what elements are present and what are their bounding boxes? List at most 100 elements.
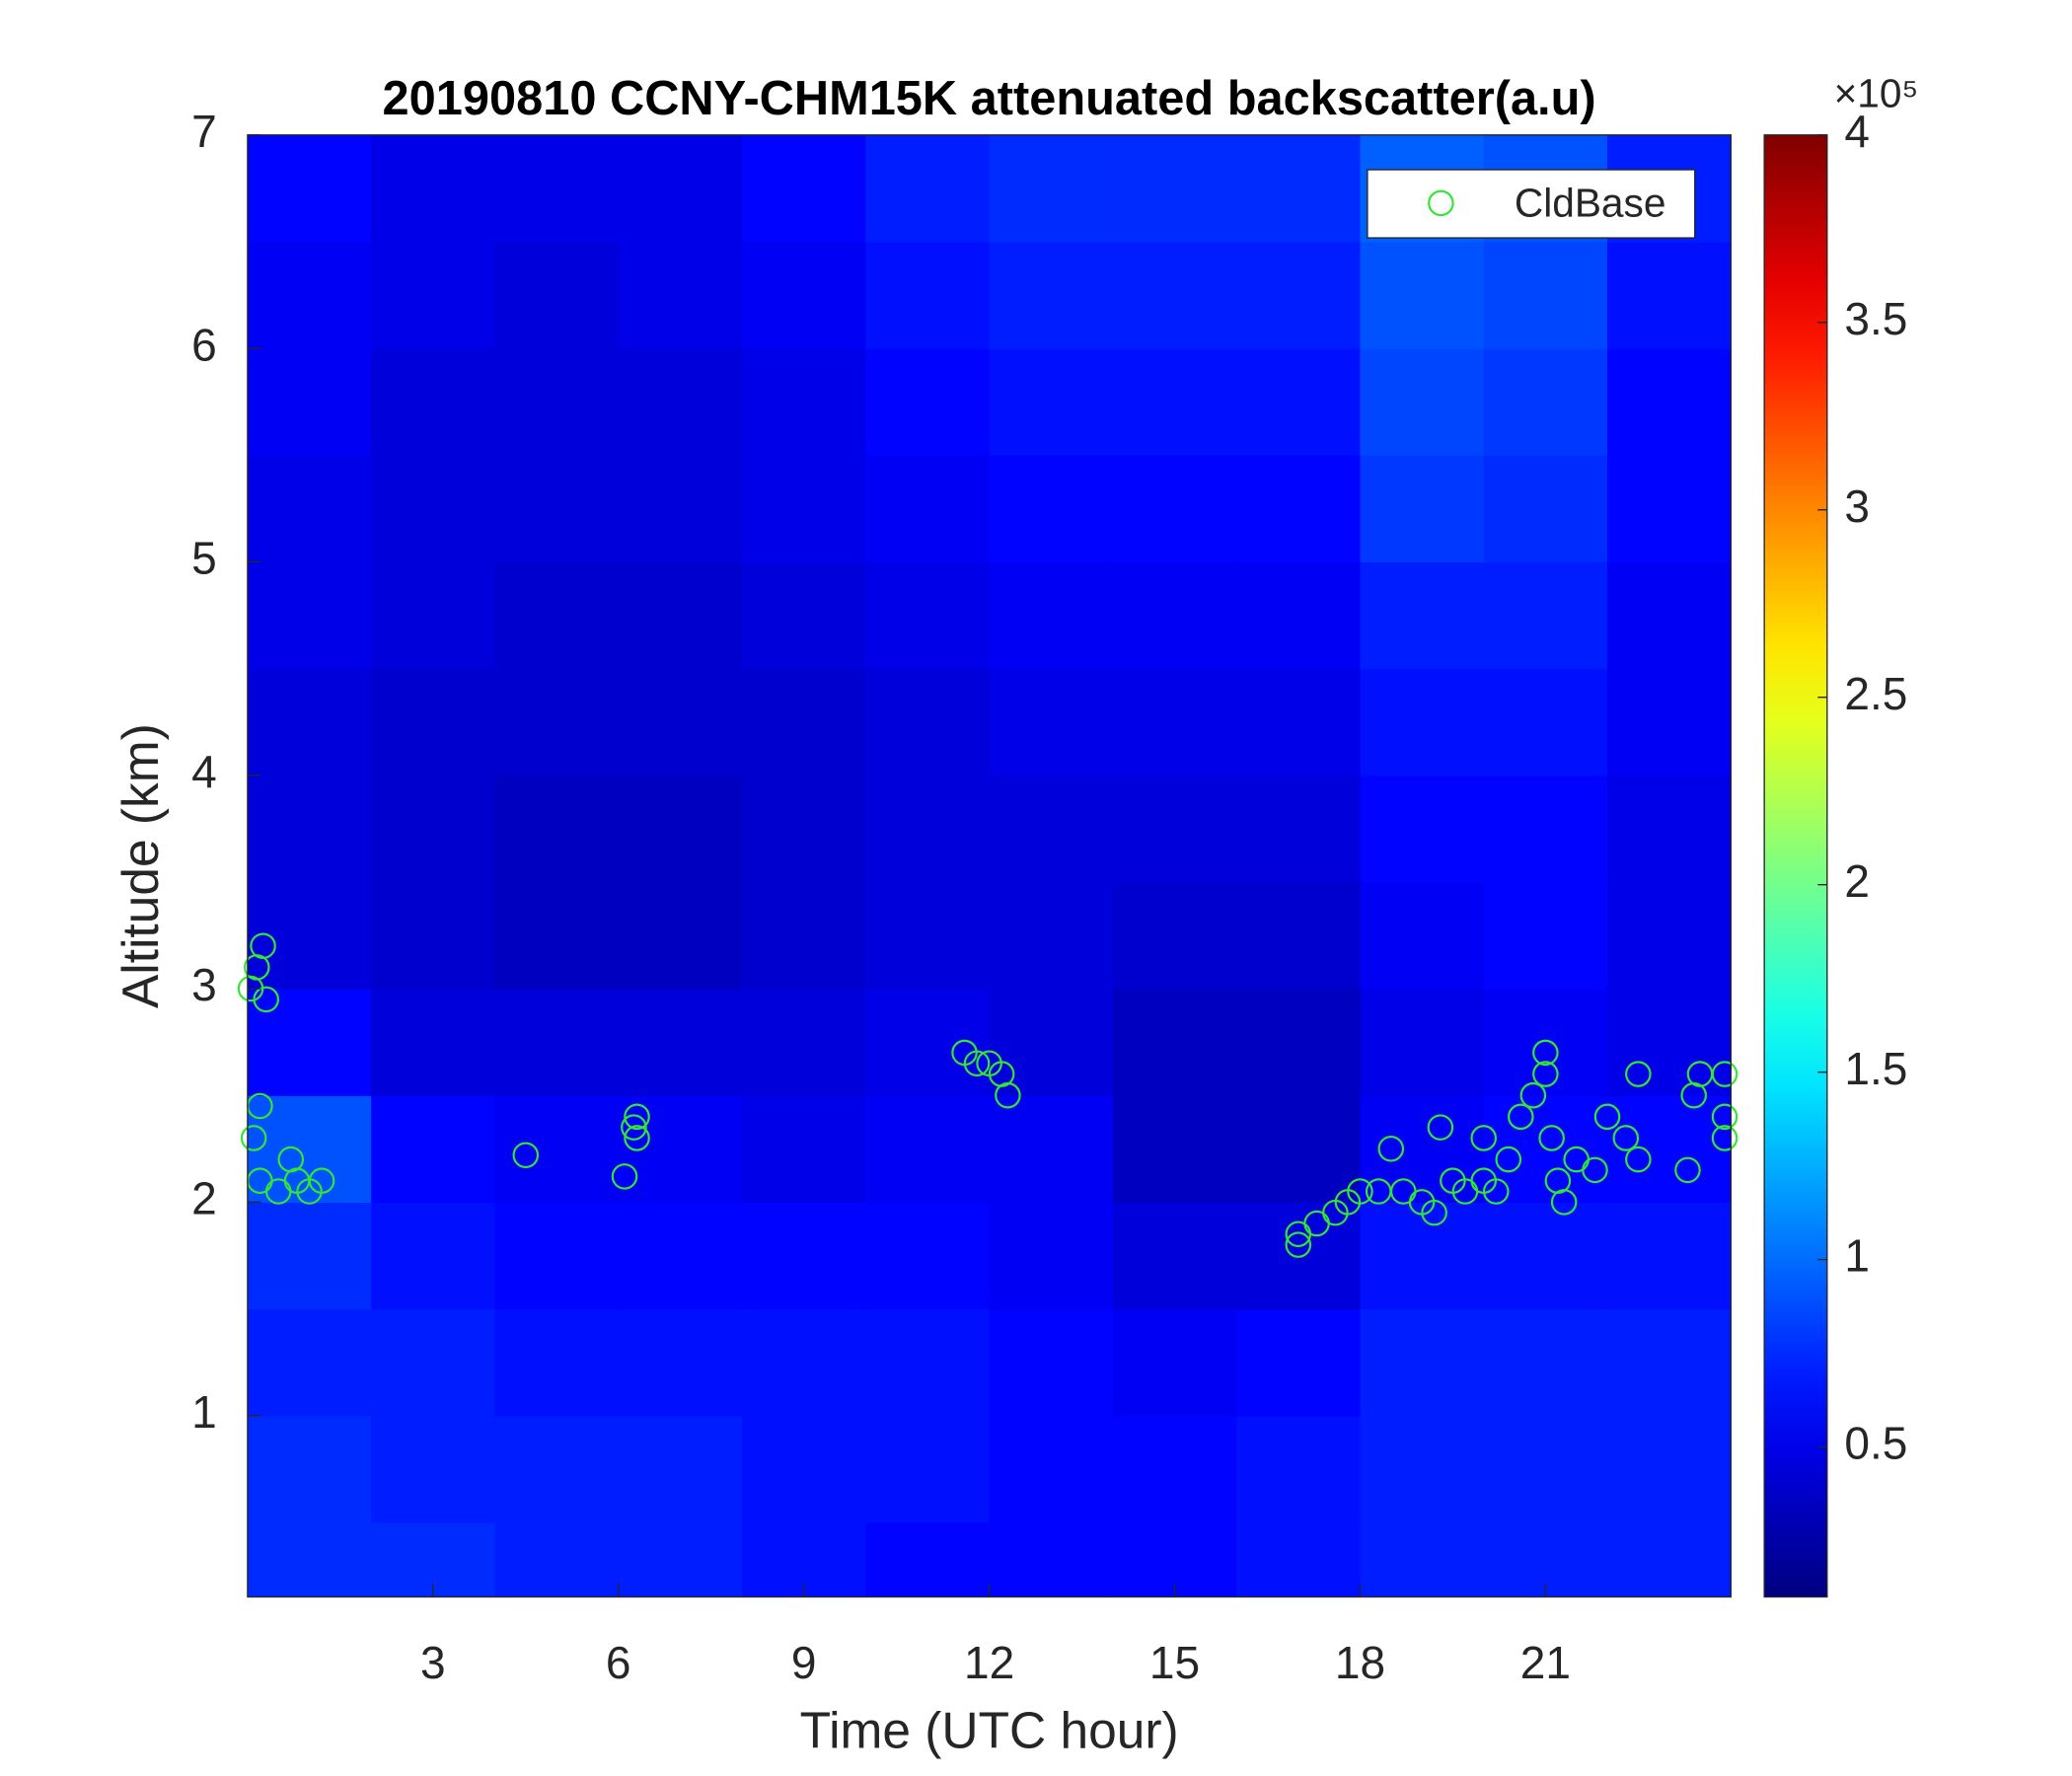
heat-cell [989, 1202, 1114, 1310]
heat-cell [494, 1415, 620, 1523]
cloud-base-point [1582, 1156, 1608, 1184]
heat-cell [1112, 1415, 1237, 1523]
heat-cell [494, 134, 620, 243]
heat-cell [1360, 455, 1485, 563]
heat-cell [989, 881, 1114, 990]
heat-cell [1360, 668, 1485, 777]
heat-cell [1112, 241, 1237, 349]
heat-cell [1360, 241, 1485, 349]
heat-cell [1607, 1415, 1732, 1523]
heat-cell [1112, 1202, 1237, 1310]
x-tick-label: 12 [964, 1637, 1014, 1688]
heat-cell [1607, 989, 1732, 1096]
heat-cell [1483, 561, 1608, 670]
heat-cell [247, 1308, 372, 1417]
heat-cell [247, 1415, 372, 1523]
y-tick-label: 7 [191, 106, 217, 157]
heat-cell [618, 775, 743, 883]
cloud-base-point [624, 1103, 650, 1131]
cloud-base-point [1532, 1061, 1559, 1087]
heat-cell [1360, 348, 1485, 456]
cloud-base-point [1285, 1231, 1312, 1258]
x-tick-label: 18 [1335, 1637, 1385, 1688]
heat-cell [742, 561, 866, 670]
x-axis-label: Time (UTC hour) [800, 1702, 1179, 1759]
heat-cell [865, 775, 991, 883]
heat-cell [1112, 989, 1237, 1096]
cloud-base-point [1612, 1125, 1640, 1151]
cloud-base-point [240, 1125, 267, 1151]
heat-cell [247, 775, 372, 883]
heat-cell [371, 561, 496, 670]
heat-cell [1607, 881, 1732, 990]
cloud-base-point [1508, 1103, 1534, 1131]
scatter-series [237, 932, 1739, 1258]
heat-cell [371, 134, 496, 243]
heat-cell [742, 1521, 866, 1597]
cloud-base-point [1347, 1178, 1373, 1205]
heat-cell [1112, 455, 1237, 563]
heat-cell [742, 668, 866, 777]
colorbar-tick-label: 1 [1844, 1230, 1870, 1282]
heat-cell [1112, 561, 1237, 670]
heat-cell [1483, 668, 1608, 777]
heat-cell [1483, 348, 1608, 456]
heat-cell [1236, 668, 1362, 777]
heat-cell [247, 348, 372, 456]
colorbar [1763, 134, 1828, 1598]
heat-cell [247, 455, 372, 563]
heat-cell [371, 1308, 496, 1417]
heat-cell [371, 1095, 496, 1204]
heat-cell [989, 1415, 1114, 1523]
overlay [237, 932, 1739, 1258]
heat-cell [494, 348, 620, 456]
heat-cell [865, 1415, 991, 1523]
x-tick-label: 9 [791, 1637, 817, 1688]
cloud-base-point [1377, 1135, 1405, 1162]
cloud-base-point [1550, 1189, 1578, 1216]
cloud-base-point [250, 932, 276, 960]
heatmap [247, 134, 1732, 1597]
cloud-base-point [1519, 1081, 1547, 1109]
cloud-base-point [1421, 1199, 1447, 1226]
heat-cell [494, 1095, 620, 1204]
colorbar-multiplier: ×10⁵ [1834, 70, 1919, 115]
heat-cell [494, 881, 620, 990]
y-tick-label: 2 [191, 1172, 217, 1223]
y-tick-label: 6 [191, 319, 217, 370]
heat-cell [1483, 1415, 1608, 1523]
heat-cell [865, 1202, 991, 1310]
heat-cell [371, 775, 496, 883]
colorbar-tick-label: 0.5 [1844, 1418, 1907, 1469]
chart-title: 20190810 CCNY-CHM15K attenuated backscat… [383, 72, 1596, 125]
heat-cell [371, 1521, 496, 1597]
heat-cell [1483, 241, 1608, 349]
heat-cell [865, 455, 991, 563]
heat-cell [1360, 1202, 1485, 1310]
heat-cell [742, 134, 866, 243]
heat-cell [989, 455, 1114, 563]
heat-cell [618, 989, 743, 1096]
heat-cell [989, 1521, 1114, 1597]
legend-marker [1428, 189, 1454, 217]
heat-cell [371, 1415, 496, 1523]
cloud-base-point [963, 1050, 991, 1077]
heat-cell [1360, 881, 1485, 990]
heat-cell [618, 455, 743, 563]
x-tick-label: 15 [1149, 1637, 1200, 1688]
cloud-base-point [1625, 1146, 1652, 1173]
heat-cell [989, 241, 1114, 349]
heat-cell [371, 1202, 496, 1310]
heat-cell [1112, 1095, 1237, 1204]
heat-cell [1483, 1308, 1608, 1417]
heat-cell [742, 989, 866, 1096]
cloud-base-point [512, 1142, 540, 1169]
legend-label: CldBase [1515, 180, 1666, 225]
heat-cell [1112, 881, 1237, 990]
heat-cell [742, 1415, 866, 1523]
heat-cell [1112, 668, 1237, 777]
heat-cell [1607, 668, 1732, 777]
heat-cell [989, 668, 1114, 777]
heat-cell [618, 1308, 743, 1417]
